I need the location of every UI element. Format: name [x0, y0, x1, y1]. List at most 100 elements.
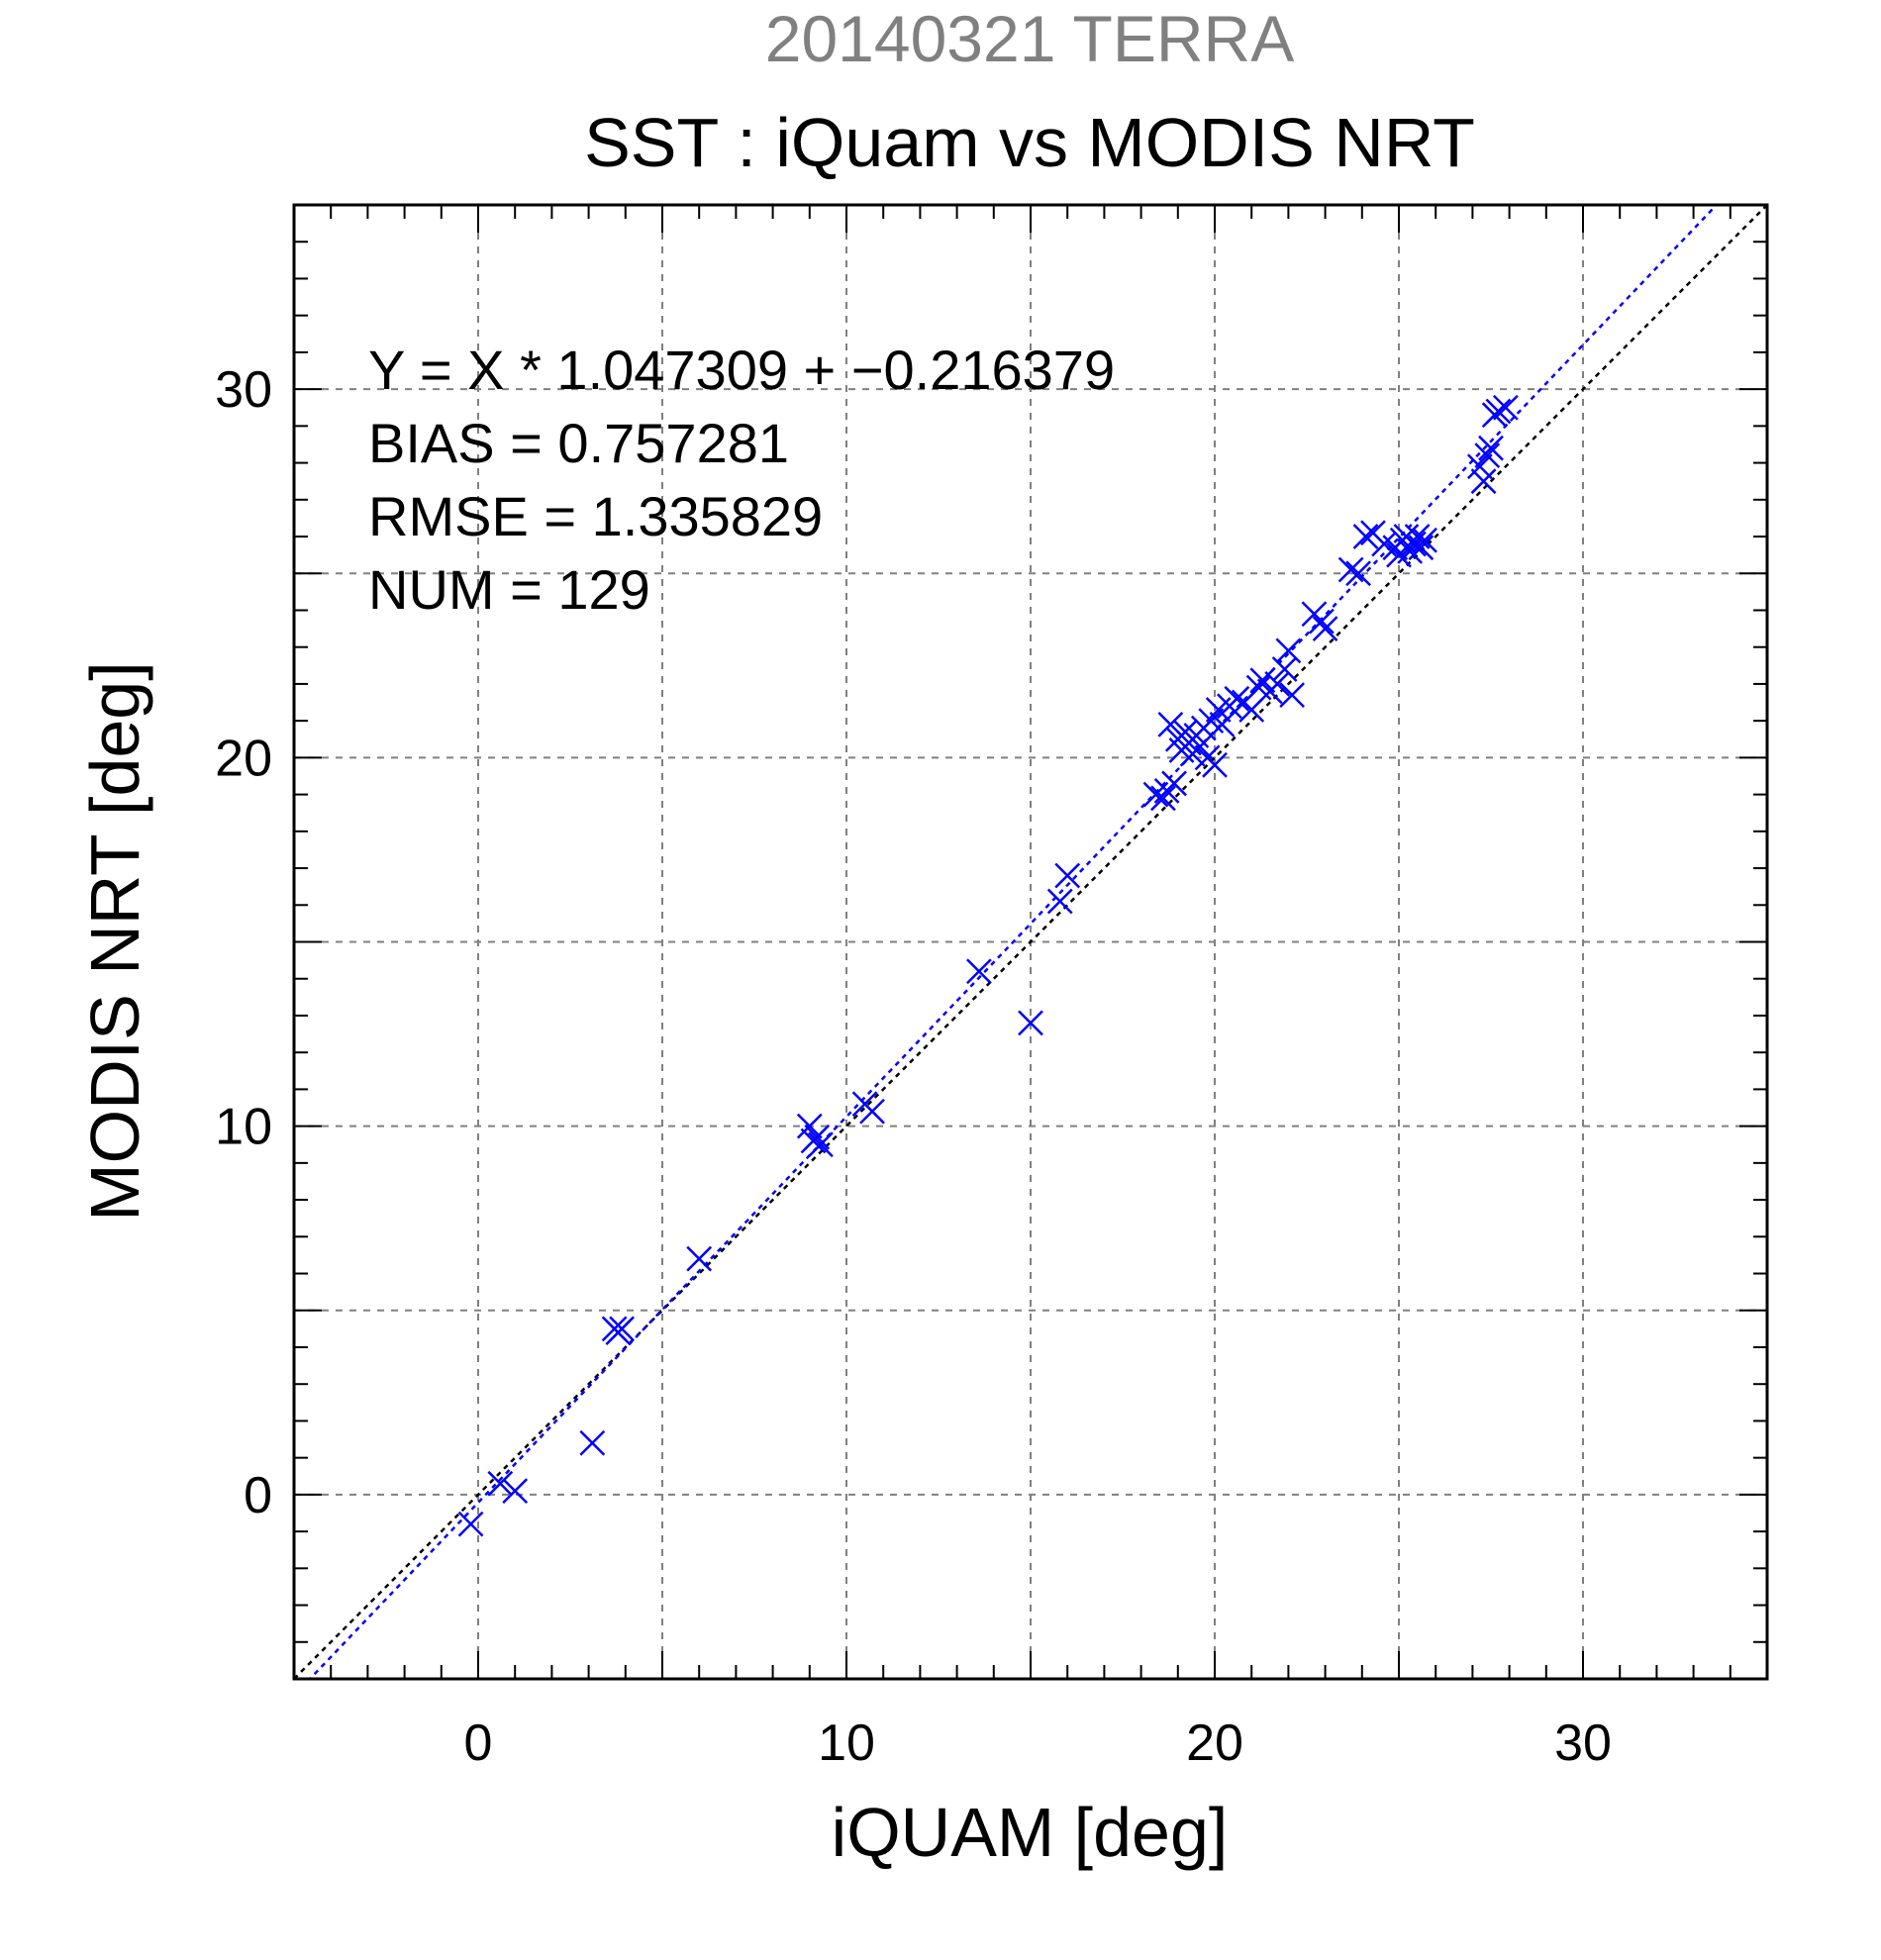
data-point-stroke	[1408, 535, 1435, 561]
data-point-stroke	[1046, 888, 1073, 915]
data-point-stroke	[1150, 785, 1176, 812]
data-point	[1275, 637, 1302, 664]
chart-title: SST : iQuam vs MODIS NRT	[584, 104, 1475, 181]
y-axis-label: MODIS NRT [deg]	[76, 661, 153, 1221]
data-point-stroke	[1466, 453, 1493, 480]
data-point-stroke	[796, 1113, 823, 1139]
data-point	[1470, 468, 1497, 495]
stats-box: Y = X * 1.047309 + −0.216379 BIAS = 0.75…	[368, 339, 1115, 621]
data-point-stroke	[1187, 734, 1214, 760]
data-point-stroke	[609, 1316, 635, 1342]
data-point	[502, 1478, 529, 1505]
data-point-stroke	[1308, 608, 1335, 635]
y-tick-label: 0	[244, 1467, 272, 1524]
data-point-stroke	[1485, 398, 1512, 425]
data-point-stroke	[1018, 1010, 1043, 1036]
data-point	[1279, 682, 1306, 708]
data-point	[1161, 770, 1187, 797]
data-point-stroke	[808, 1131, 834, 1158]
data-point	[1209, 711, 1236, 737]
data-point	[859, 1098, 885, 1125]
identity-line	[294, 205, 1767, 1679]
data-point-stroke	[1412, 527, 1437, 553]
data-point-stroke	[457, 1511, 484, 1537]
y-tick-label: 10	[215, 1099, 272, 1156]
data-point-stroke	[1198, 708, 1225, 735]
data-point	[1312, 616, 1338, 641]
x-tick-label: 20	[1186, 1715, 1243, 1772]
data-point-stroke	[1271, 656, 1298, 682]
chart-supertitle: 20140321 TERRA	[765, 2, 1294, 75]
data-point	[1485, 398, 1512, 425]
data-point	[966, 958, 992, 985]
data-point-stroke	[1054, 862, 1081, 889]
data-point	[1337, 556, 1364, 583]
tick-labels: 0 10 20 30 0 10 20 30	[215, 361, 1612, 1772]
data-point-stroke	[1312, 616, 1338, 641]
data-point-stroke	[1249, 667, 1276, 694]
data-point-stroke	[1371, 531, 1398, 557]
data-point-stroke	[1279, 682, 1306, 708]
data-point	[1352, 524, 1379, 549]
data-point-stroke	[686, 1245, 713, 1272]
data-point-stroke	[1470, 468, 1497, 495]
data-point-stroke	[1224, 685, 1250, 712]
plot-frame	[292, 203, 1769, 1681]
data-point-stroke	[1352, 524, 1379, 549]
data-point	[487, 1470, 514, 1497]
data-point	[1345, 560, 1371, 587]
data-point	[808, 1131, 834, 1158]
data-point	[1308, 608, 1335, 635]
data-point	[1249, 667, 1276, 694]
data-point-stroke	[1245, 674, 1272, 701]
data-point	[579, 1429, 606, 1456]
data-point	[1466, 453, 1493, 480]
data-point-stroke	[487, 1470, 514, 1497]
x-tick-label: 10	[818, 1715, 875, 1772]
data-point	[609, 1316, 635, 1342]
data-point-stroke	[1492, 394, 1519, 421]
data-point	[1412, 527, 1437, 553]
data-point-stroke	[804, 1124, 831, 1150]
data-point	[796, 1113, 823, 1139]
data-point	[1054, 862, 1081, 889]
data-point-stroke	[1345, 560, 1371, 587]
y-tick-label: 30	[215, 361, 272, 419]
data-point-stroke	[1404, 524, 1431, 549]
data-point	[1492, 394, 1519, 421]
data-point-stroke	[966, 958, 992, 985]
num-stat: NUM = 129	[368, 558, 650, 621]
data-point-stroke	[1172, 719, 1199, 745]
data-point	[457, 1511, 484, 1537]
x-tick-label: 0	[464, 1715, 493, 1772]
data-point	[804, 1124, 831, 1150]
data-point-stroke	[579, 1429, 606, 1456]
data-point-stroke	[502, 1478, 529, 1505]
data-point-stroke	[1478, 435, 1504, 461]
data-point	[1474, 442, 1501, 469]
y-tick-label: 20	[215, 730, 272, 787]
data-point-stroke	[1474, 442, 1501, 469]
rmse-stat: RMSE = 1.335829	[368, 485, 823, 547]
data-points	[457, 394, 1519, 1537]
data-point-stroke	[1161, 770, 1187, 797]
fit-equation: Y = X * 1.047309 + −0.216379	[368, 339, 1115, 401]
data-point	[1150, 785, 1176, 812]
data-point-stroke	[859, 1098, 885, 1125]
data-point-stroke	[1264, 671, 1291, 697]
data-point	[1202, 751, 1228, 778]
data-point	[1224, 685, 1250, 712]
x-axis-label: iQUAM [deg]	[832, 1794, 1229, 1871]
data-point	[1046, 888, 1073, 915]
data-point	[1408, 535, 1435, 561]
data-point-stroke	[1209, 711, 1236, 737]
data-point-stroke	[1157, 711, 1184, 737]
data-point-stroke	[1275, 637, 1302, 664]
data-point-stroke	[1202, 751, 1228, 778]
x-tick-label: 30	[1554, 1715, 1612, 1772]
data-point	[1264, 671, 1291, 697]
data-point-stroke	[1337, 556, 1364, 583]
bias-stat: BIAS = 0.757281	[368, 412, 789, 474]
data-point	[1478, 435, 1504, 461]
